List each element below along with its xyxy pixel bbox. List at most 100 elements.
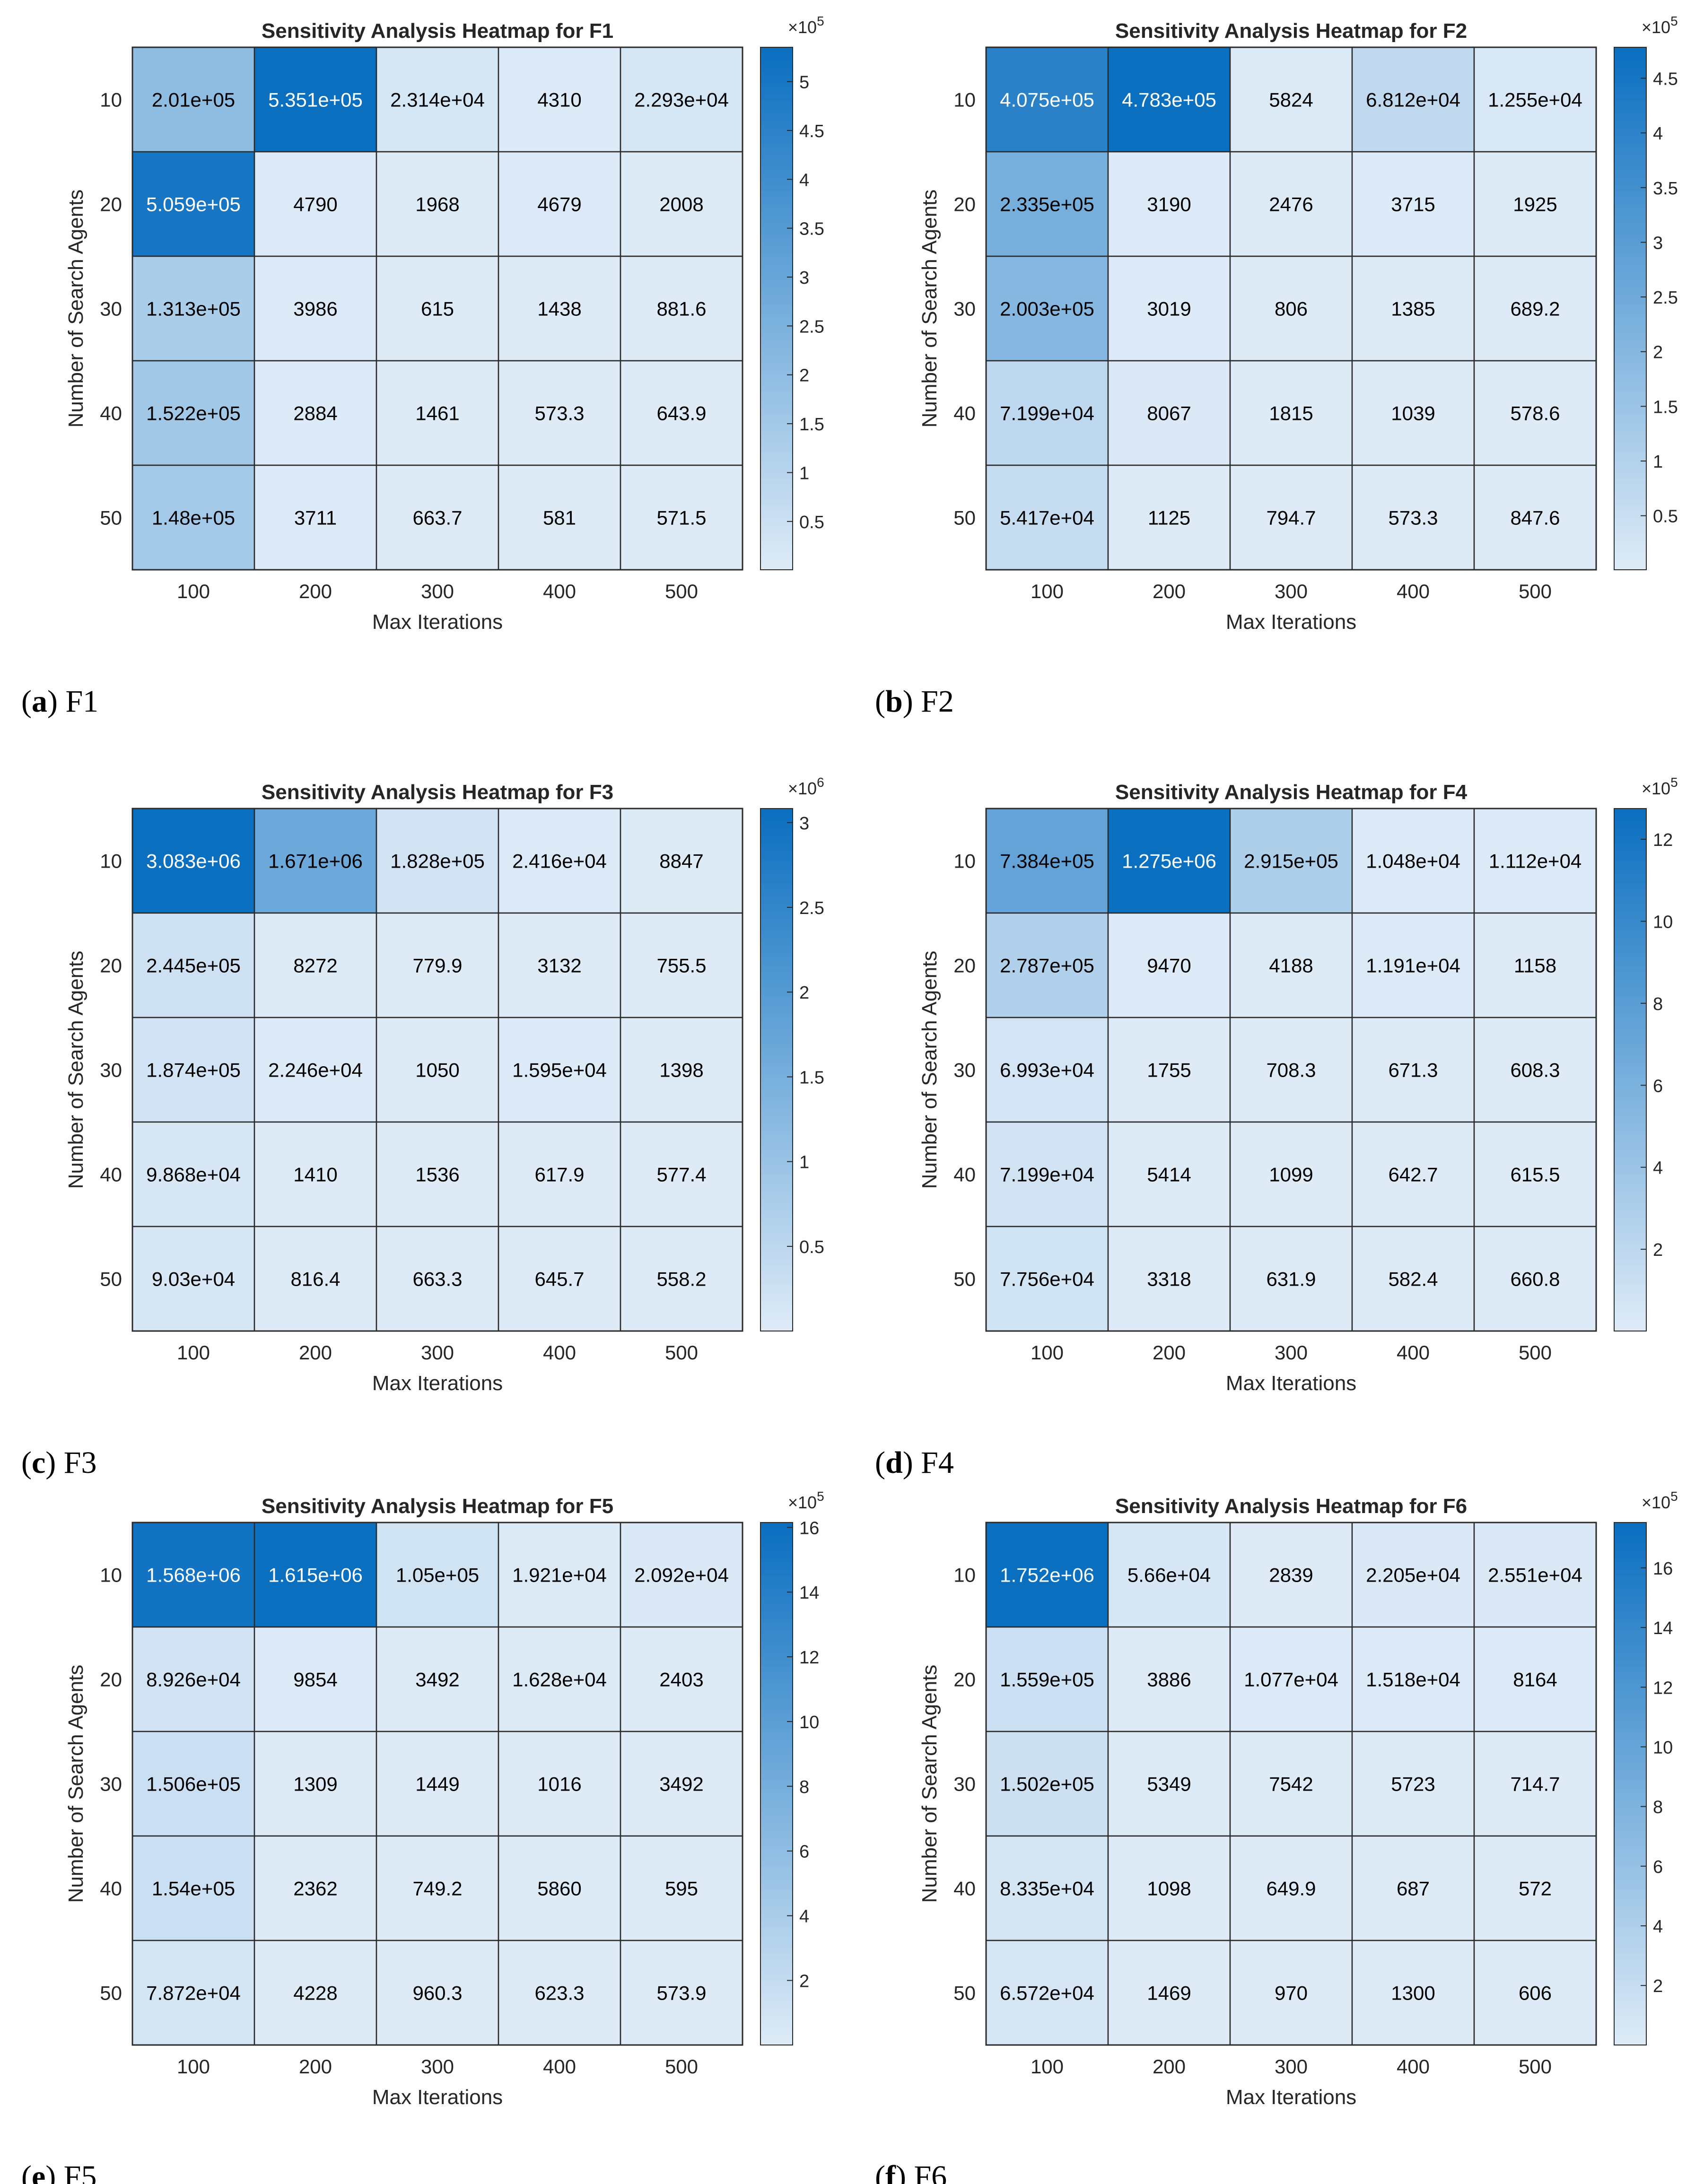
colorbar-segment: [1614, 330, 1646, 335]
cell-value-label: 3.083e+06: [146, 850, 241, 872]
colorbar-segment: [760, 1305, 793, 1310]
heatmap-cell: [1351, 1835, 1475, 1941]
colorbar-segment: [760, 935, 793, 940]
colorbar-segment: [760, 1166, 793, 1171]
colorbar-segment: [760, 456, 793, 461]
colorbar-segment: [1614, 352, 1646, 357]
colorbar-segment: [1614, 78, 1646, 83]
x-tick-label: 100: [1031, 580, 1064, 602]
colorbar-segment: [1614, 1096, 1646, 1101]
cell-value-label: 1.874e+05: [146, 1059, 241, 1081]
heatmap-cell: [131, 912, 255, 1018]
y-tick-label: 40: [100, 1878, 122, 1900]
y-tick-label: 10: [100, 1564, 122, 1586]
x-tick-label: 500: [1519, 580, 1552, 602]
colorbar-segment: [760, 861, 793, 866]
colorbar-segment: [1614, 125, 1646, 131]
heatmap-cell: [985, 360, 1109, 466]
colorbar-segment: [760, 535, 793, 540]
colorbar-tick-label: 3: [1653, 233, 1663, 253]
colorbar-segment: [760, 474, 793, 479]
colorbar-segment: [760, 1958, 793, 1963]
colorbar-segment: [1614, 356, 1646, 361]
colorbar-segment: [760, 1292, 793, 1297]
y-tick-label: 40: [100, 402, 122, 425]
x-tick-label: 300: [1275, 2055, 1308, 2078]
colorbar-segment: [1614, 56, 1646, 61]
colorbar-segment: [760, 295, 793, 300]
cell-value-label: 3492: [415, 1669, 459, 1691]
colorbar-segment: [760, 86, 793, 91]
colorbar-tick-label: 2.5: [799, 317, 824, 337]
colorbar-segment: [760, 1701, 793, 1706]
colorbar-segment: [1614, 234, 1646, 239]
colorbar-segment: [1614, 1932, 1646, 1937]
colorbar-segment: [760, 352, 793, 357]
colorbar-segment: [760, 1945, 793, 1950]
colorbar-segment: [1614, 1657, 1646, 1662]
colorbar-tick-label: 4: [1653, 1158, 1663, 1178]
colorbar-segment: [1614, 60, 1646, 65]
colorbar-segment: [760, 234, 793, 239]
colorbar-segment: [760, 361, 793, 366]
colorbar-segment: [1614, 969, 1646, 975]
colorbar-segment: [760, 1553, 793, 1558]
colorbar-segment: [760, 1618, 793, 1623]
colorbar-segment: [1614, 1997, 1646, 2002]
colorbar-tick-label: 2: [799, 1972, 809, 1992]
colorbar-segment: [760, 1988, 793, 1993]
colorbar-segment: [1614, 313, 1646, 318]
colorbar-segment: [1614, 1836, 1646, 1841]
colorbar-segment: [760, 878, 793, 883]
colorbar-segment: [1614, 1287, 1646, 1292]
colorbar-segment: [1614, 861, 1646, 866]
colorbar-segment: [1614, 1109, 1646, 1114]
colorbar-segment: [760, 1683, 793, 1688]
heatmap-cell: [131, 1626, 255, 1732]
colorbar-segment: [1614, 1888, 1646, 1893]
colorbar-tick-label: 16: [1653, 1559, 1673, 1579]
colorbar-segment: [760, 1105, 793, 1110]
colorbar-segment: [760, 1139, 793, 1144]
cell-value-label: 1438: [537, 298, 581, 320]
heatmap-cell: [985, 1940, 1109, 2046]
colorbar-segment: [760, 1200, 793, 1205]
colorbar-segment: [760, 1636, 793, 1641]
colorbar-segment: [1614, 830, 1646, 835]
colorbar-segment: [1614, 1758, 1646, 1763]
colorbar-segment: [1614, 1561, 1646, 1566]
colorbar-segment: [1614, 1744, 1646, 1749]
colorbar-segment: [760, 1592, 793, 1597]
colorbar-segment: [760, 487, 793, 492]
colorbar-segment: [760, 426, 793, 431]
cell-value-label: 687: [1397, 1878, 1430, 1900]
cell-value-label: 816.4: [290, 1268, 340, 1290]
colorbar-segment: [760, 265, 793, 270]
colorbar-tick-label: 2: [1653, 343, 1663, 363]
colorbar-segment: [1614, 1152, 1646, 1157]
colorbar-tick-label: 1: [799, 463, 809, 483]
colorbar-segment: [1614, 1749, 1646, 1754]
colorbar-segment: [760, 195, 793, 200]
colorbar-segment: [760, 1610, 793, 1615]
colorbar-segment: [760, 1875, 793, 1880]
colorbar-segment: [1614, 69, 1646, 74]
colorbar-segment: [1614, 334, 1646, 339]
y-axis-label: Number of Search Agents: [64, 951, 87, 1189]
colorbar-segment: [760, 60, 793, 65]
heatmap-frame: [131, 46, 743, 571]
heatmap-cell: [1229, 808, 1353, 914]
y-tick-label: 10: [953, 1564, 976, 1586]
colorbar-segment: [1614, 504, 1646, 509]
colorbar-segment: [1614, 409, 1646, 414]
colorbar-segment: [1614, 1779, 1646, 1784]
colorbar-segment: [1614, 865, 1646, 870]
colorbar-tick-label: 3.5: [799, 219, 824, 239]
heatmap-cell: [1473, 46, 1597, 153]
cell-value-label: 2.246e+04: [268, 1059, 363, 1081]
colorbar-segment: [760, 1718, 793, 1723]
colorbar-tick-label: 12: [1653, 830, 1673, 850]
cell-value-label: 2.445e+05: [146, 955, 241, 977]
colorbar-segment: [760, 1257, 793, 1262]
colorbar-segment: [1614, 1527, 1646, 1532]
